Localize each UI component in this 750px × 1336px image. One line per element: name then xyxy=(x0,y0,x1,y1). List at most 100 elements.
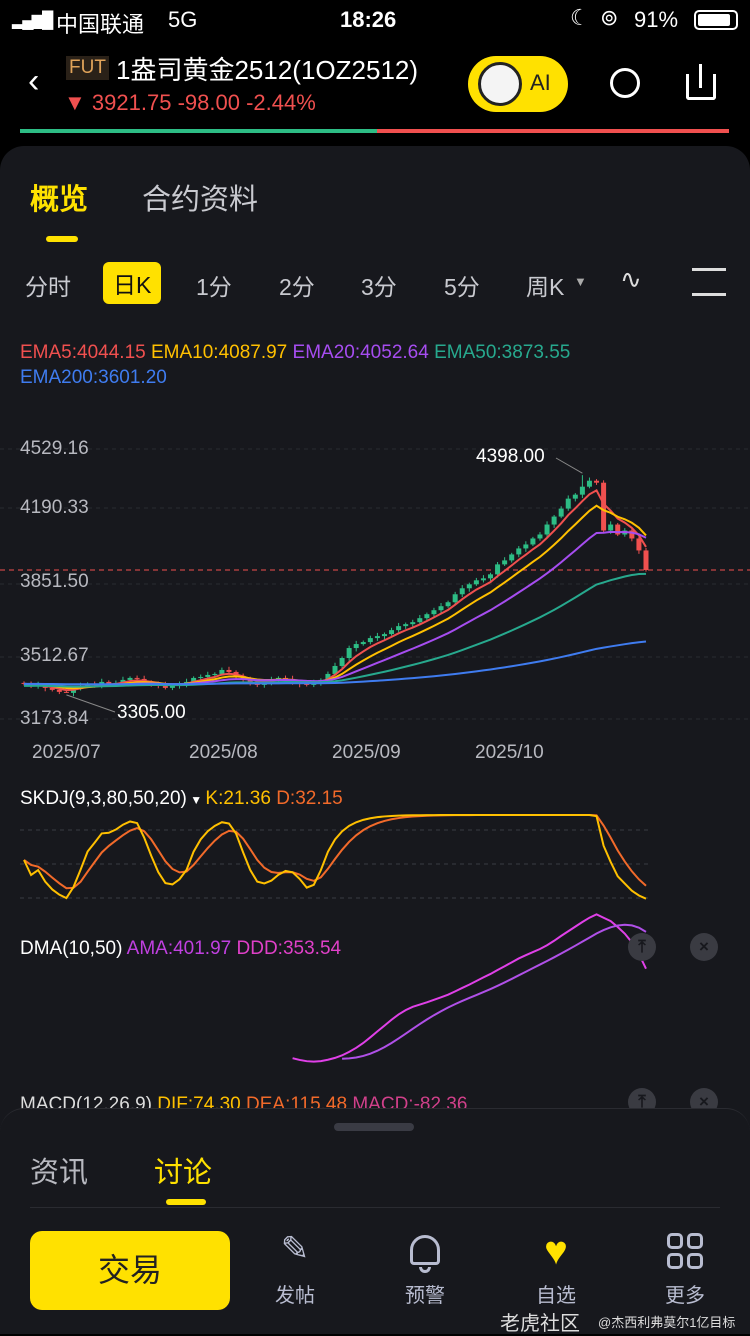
battery-icon xyxy=(694,10,738,30)
tf-3min[interactable]: 3分 xyxy=(361,274,397,300)
grid-icon xyxy=(645,1229,725,1279)
search-icon[interactable] xyxy=(610,68,640,98)
candle xyxy=(162,684,168,688)
candle xyxy=(608,524,614,531)
candle xyxy=(226,669,232,672)
x-tick: 2025/10 xyxy=(475,742,544,763)
candle xyxy=(283,677,289,679)
skdj-k-line xyxy=(23,814,647,900)
candle xyxy=(551,516,557,525)
battery-percent: 91% xyxy=(634,7,679,32)
candle xyxy=(56,689,62,692)
y-tick: 4529.16 xyxy=(20,438,89,459)
x-tick: 2025/07 xyxy=(32,742,101,763)
ema50-line xyxy=(23,572,647,688)
candle xyxy=(594,480,600,483)
skdj-d-line xyxy=(23,814,647,890)
bell-icon xyxy=(385,1229,465,1279)
y-tick: 3851.50 xyxy=(20,571,89,592)
post-button[interactable]: ✎ 发帖 xyxy=(255,1229,335,1308)
futures-badge: FUT xyxy=(66,56,109,80)
ema20-value: EMA20:4052.64 xyxy=(292,342,429,363)
ai-button[interactable]: AI xyxy=(468,56,568,112)
dma-legend: DMA(10,50) AMA:401.97 DDD:353.54 xyxy=(20,938,341,960)
drag-handle[interactable] xyxy=(334,1123,414,1131)
dma-ddd: DDD:353.54 xyxy=(236,938,342,959)
pin-top-icon[interactable]: ⤒ xyxy=(628,933,656,961)
trade-button[interactable]: 交易 xyxy=(30,1231,230,1310)
tab-discussion[interactable]: 讨论 xyxy=(154,1157,213,1189)
tf-1min[interactable]: 1分 xyxy=(196,274,232,300)
candle xyxy=(381,634,387,637)
tab-overview[interactable]: 概览 xyxy=(30,184,89,216)
candle xyxy=(445,602,451,607)
watchlist-button[interactable]: ♥ 自选 xyxy=(516,1229,596,1308)
kline-chart[interactable] xyxy=(0,0,750,1110)
ema5-line xyxy=(23,489,647,692)
tab-news[interactable]: 资讯 xyxy=(30,1157,89,1189)
high-annotation: 4398.00 xyxy=(476,446,545,467)
candle xyxy=(488,574,493,579)
dma-ama-line xyxy=(292,913,647,1063)
candle xyxy=(63,691,69,693)
tf-intraday[interactable]: 分时 xyxy=(25,274,71,300)
price-change: -98.00 xyxy=(177,90,240,115)
candle xyxy=(106,681,112,684)
candle xyxy=(205,674,211,677)
alert-button[interactable]: 预警 xyxy=(385,1229,465,1308)
status-bar: ▂▄▆█ 中国联通 5G 18:26 ☾ ⊚ 91% xyxy=(0,0,750,40)
chart-panel: 概览 合约资料 分时 日K 1分 2分 3分 5分 周K ▼ ∿ EMA5:40… xyxy=(0,146,750,1146)
tf-weekly[interactable]: 周K xyxy=(526,274,565,300)
skdj-legend: SKDJ(9,3,80,50,20) ▼ K:21.36 D:32.15 xyxy=(20,788,343,810)
tf-5min[interactable]: 5分 xyxy=(444,274,480,300)
tab-contract-info[interactable]: 合约资料 xyxy=(142,184,259,216)
skdj-d: D:32.15 xyxy=(276,788,343,809)
candle xyxy=(452,594,458,603)
candle xyxy=(360,642,366,645)
alert-label: 预警 xyxy=(405,1285,445,1307)
candle xyxy=(523,544,529,549)
network: 5G xyxy=(168,7,198,32)
candle xyxy=(353,644,359,649)
tf-2min[interactable]: 2分 xyxy=(279,274,315,300)
candle xyxy=(219,669,225,674)
candle xyxy=(516,548,522,555)
candle xyxy=(198,676,204,678)
dropdown-icon[interactable]: ▼ xyxy=(186,793,206,807)
more-button[interactable]: 更多 xyxy=(645,1229,725,1308)
candle xyxy=(367,638,373,643)
tab-indicator xyxy=(46,236,78,242)
signal-icon: ▂▄▆█ xyxy=(12,12,53,29)
candle xyxy=(49,687,55,690)
back-icon[interactable]: ‹ xyxy=(28,62,40,100)
candle xyxy=(466,584,472,589)
buy-ratio-bar xyxy=(20,129,377,133)
candle xyxy=(431,610,437,615)
candle xyxy=(544,524,550,535)
candle xyxy=(459,588,465,595)
chevron-down-icon[interactable]: ▼ xyxy=(574,274,587,289)
candle xyxy=(509,554,515,561)
rotation-lock-icon: ⊚ xyxy=(600,5,619,30)
share-arrow xyxy=(699,64,702,88)
share-icon[interactable] xyxy=(686,74,716,100)
dma-name[interactable]: DMA(10,50) xyxy=(20,938,123,959)
more-label: 更多 xyxy=(665,1285,705,1307)
ai-label: AI xyxy=(530,70,551,95)
skdj-name[interactable]: SKDJ(9,3,80,50,20) xyxy=(20,788,187,809)
chart-settings-icon[interactable] xyxy=(692,268,726,296)
instrument-title: 1盎司黄金2512(1OZ2512) xyxy=(116,55,419,85)
carrier: 中国联通 xyxy=(56,12,145,37)
candle xyxy=(339,658,345,666)
last-price: 3921.75 xyxy=(91,90,172,115)
watermark-user: @杰西利弗莫尔1亿目标 xyxy=(598,1315,736,1330)
ema50-value: EMA50:3873.55 xyxy=(434,342,571,363)
watchlist-label: 自选 xyxy=(536,1285,576,1307)
candle xyxy=(565,498,571,509)
candle xyxy=(70,688,76,693)
candle xyxy=(191,677,197,682)
close-icon[interactable]: × xyxy=(690,933,718,961)
indicator-wave-icon[interactable]: ∿ xyxy=(620,264,642,294)
x-tick: 2025/08 xyxy=(189,742,258,763)
tf-daily[interactable]: 日K xyxy=(103,262,162,304)
